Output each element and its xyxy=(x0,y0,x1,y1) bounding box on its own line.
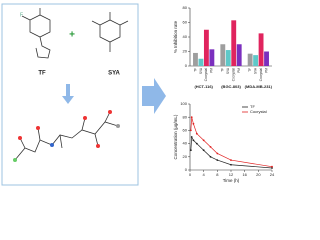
bar-label: PM xyxy=(237,68,241,73)
bar xyxy=(203,29,209,66)
category-label: (HCT-116) xyxy=(194,84,213,89)
bar-label: TF xyxy=(248,68,252,72)
atom xyxy=(96,144,100,148)
bar-label: SYA xyxy=(226,67,230,74)
atom xyxy=(18,136,22,140)
category-label: (MDA-MB-231) xyxy=(245,84,273,89)
bar-label: SYA xyxy=(199,67,203,74)
bar-label: Cocrystal xyxy=(259,68,263,82)
bar xyxy=(253,55,259,66)
tf-structure xyxy=(21,8,51,59)
point xyxy=(209,155,212,158)
atom xyxy=(108,110,112,114)
line xyxy=(190,135,273,169)
legend-label: TF xyxy=(250,104,255,109)
bar-label: SYA xyxy=(253,67,257,74)
x-tick-label: 20 xyxy=(256,172,261,177)
y-tick-label: 100 xyxy=(180,101,187,106)
y-axis-title: Concentration (μg/mL) xyxy=(173,114,178,159)
bar xyxy=(193,52,198,66)
atom xyxy=(50,143,54,147)
bar xyxy=(220,44,226,66)
point xyxy=(190,116,193,119)
point xyxy=(195,142,198,145)
atom xyxy=(36,126,40,130)
point xyxy=(216,159,219,162)
bar xyxy=(198,58,204,66)
atom xyxy=(13,158,17,162)
point xyxy=(216,152,219,155)
y-tick-label: 20 xyxy=(183,154,188,159)
point xyxy=(271,165,273,168)
y-tick-label: 0 xyxy=(185,167,188,172)
point xyxy=(202,149,205,152)
x-tick-label: 8 xyxy=(216,172,219,177)
point xyxy=(230,159,232,162)
bar-label: Cocrystal xyxy=(204,68,208,82)
molecule-label: TF xyxy=(38,71,46,77)
point xyxy=(202,139,205,142)
y-tick-label: 40 xyxy=(183,141,188,146)
x-tick-label: 16 xyxy=(242,172,247,177)
point xyxy=(189,149,192,152)
point xyxy=(192,122,195,125)
y-tick-label: 80 xyxy=(183,5,188,10)
atom-label: F xyxy=(20,12,23,18)
x-tick-label: 0 xyxy=(189,172,192,177)
y-tick-label: 60 xyxy=(183,20,188,25)
point xyxy=(195,132,198,135)
atom xyxy=(116,124,120,128)
y-tick-label: 60 xyxy=(183,127,188,132)
right-arrow xyxy=(142,78,166,114)
bar xyxy=(247,53,253,66)
x-axis-title: Time (h) xyxy=(223,178,240,183)
atoms xyxy=(13,110,120,162)
plus-sign: + xyxy=(69,30,75,41)
y-tick-label: 40 xyxy=(183,34,188,39)
bar-label: PM xyxy=(210,68,214,73)
bar xyxy=(225,50,231,66)
bar-label: TF xyxy=(193,68,197,72)
point xyxy=(230,163,232,166)
point xyxy=(189,129,192,132)
bar xyxy=(258,33,264,66)
x-tick-label: 12 xyxy=(229,172,234,177)
y-tick-label: 20 xyxy=(183,49,188,54)
y-tick-label: 80 xyxy=(183,114,188,119)
y-tick-label: 0 xyxy=(185,63,188,68)
point xyxy=(271,167,273,169)
bar-label: TF xyxy=(221,68,225,72)
down-arrow xyxy=(62,84,74,104)
y-axis-title: % Inhibition rate xyxy=(173,20,178,53)
legend-label: Cocrystal xyxy=(250,109,267,114)
molecule-label: SYA xyxy=(108,71,120,77)
x-tick-label: 24 xyxy=(270,172,275,177)
point xyxy=(190,136,193,138)
point xyxy=(192,139,195,142)
x-tick-label: 4 xyxy=(203,172,206,177)
category-label: (BGC-803) xyxy=(221,84,241,89)
bar-label: Cocrystal xyxy=(232,68,236,82)
sya-structure xyxy=(91,12,129,52)
atom xyxy=(83,116,87,120)
bar xyxy=(209,49,215,66)
crystal-structure xyxy=(14,111,119,161)
bar xyxy=(264,51,269,66)
bar xyxy=(236,44,242,66)
point xyxy=(209,146,212,148)
bar xyxy=(231,20,237,66)
line xyxy=(190,117,273,168)
bar-label: PM xyxy=(264,68,268,73)
